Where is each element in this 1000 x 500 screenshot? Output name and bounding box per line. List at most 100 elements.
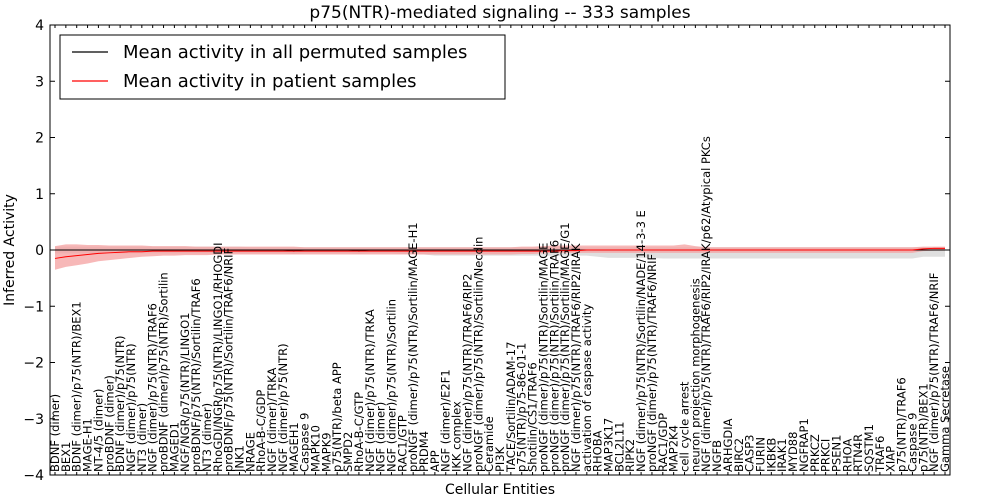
category-label: RhoA-B-C/GTP	[352, 392, 366, 472]
series-lines	[50, 247, 950, 259]
category-label: NGF (dimer)/p75(NTR)/TRAF6/RIP2/IRAK/p62…	[699, 136, 713, 472]
category-label: NGF (dimer)/p75(NTR)/Sortilin	[384, 299, 398, 472]
category-label: MYD88	[786, 432, 800, 472]
y-tick-label: −1	[23, 299, 44, 315]
category-label: PRKCZ	[808, 434, 822, 472]
legend: Mean activity in all permuted samples Mea…	[59, 34, 506, 100]
category-label: RHOA	[840, 439, 854, 472]
category-label: MAGEH1	[287, 422, 301, 472]
y-tick-label: −4	[23, 468, 44, 484]
category-label: RAC1/GDP	[656, 413, 670, 472]
category-label: NGF (dimer)/p75(NTR)/Sortilin/NADE/14-3-…	[634, 210, 648, 472]
y-tick-label: 1	[35, 187, 44, 203]
plot-frame	[49, 24, 951, 476]
category-label: Caspase 9	[905, 413, 919, 472]
category-label: BDNF (dimer)	[48, 394, 62, 472]
category-label: NGFRAP1	[797, 418, 811, 472]
category-label: IKBKB	[764, 438, 778, 472]
category-label: proBDNF/p75(NTR)/Sortilin/TRAF6	[189, 278, 203, 472]
category-label: XIAP	[884, 446, 898, 472]
legend-label: Mean activity in all permuted samples	[123, 42, 467, 63]
category-label: proNGF (dimer)/p75(NTR)/TRAF6/NRIF	[645, 254, 659, 472]
patient-mean-line	[54, 247, 945, 259]
category-label: Gamma Secretase	[938, 366, 952, 472]
category-label: NGF (dimer)/TRKA	[265, 368, 279, 472]
category-label: IRAK1	[775, 438, 789, 472]
category-label: MAP2K4	[667, 425, 681, 472]
category-label: NGF (dimer)/p75(NTR)/TRAF6	[146, 303, 160, 472]
category-label: p75(NTR)/beta APP	[330, 362, 344, 472]
category-label: RhoA-B-C/GDP	[254, 390, 268, 472]
category-label: activation of caspase activity	[580, 304, 594, 472]
category-label: NGF (dimer)/p75(NTR)/TRAF6/RIP2/IRAK	[569, 243, 583, 472]
category-label: SQSTM1	[862, 424, 876, 472]
category-label: CASP3	[743, 435, 757, 472]
category-label: SMPD2	[341, 432, 355, 472]
y-tick-label: −2	[23, 356, 44, 372]
category-label: NGF (dimer)/p75(NTR)/TRAF6/RIP2	[460, 274, 474, 472]
chart-title: p75(NTR)-mediated signaling -- 333 sampl…	[309, 3, 690, 23]
category-label: TRAF6	[873, 436, 887, 473]
category-label: NRAGE	[243, 432, 257, 472]
category-label: BDNF (dimer)/p75(NTR)	[113, 336, 127, 473]
category-label: MAGED1	[167, 422, 181, 472]
category-label: PI3K	[493, 446, 507, 472]
y-axis-label: Inferred Activity	[2, 194, 18, 306]
category-label: APP	[428, 450, 442, 472]
category-label: RAC1/GTP	[395, 415, 409, 472]
y-tick-label: −3	[23, 412, 44, 428]
category-label: proNGF (dimer)/p75(NTR)/Sortilin/Necdin	[471, 237, 485, 472]
y-tick-label: 3	[35, 74, 44, 90]
confidence-bands	[55, 244, 945, 270]
category-label: MAPK10	[308, 425, 322, 472]
category-label: proBDNF (dimer)	[102, 375, 116, 472]
category-label: RHOBA	[591, 430, 605, 472]
category-label: PRKCI	[819, 439, 833, 472]
category-label: RhoGDI/NGR/p75(NTR)/LINGO1/RHOGDI	[211, 242, 225, 472]
category-label: MAPK9	[319, 432, 333, 472]
category-label: TACE/Sortilin/ADAM-17	[504, 342, 518, 473]
category-label: BEX1	[59, 442, 73, 472]
category-label: MAP3K17	[602, 418, 616, 472]
category-label: BCL2L11	[612, 422, 626, 472]
category-label: proBDNF/p75(NTR)/Sortilin/TRAF6/NRIF	[222, 248, 236, 472]
legend-label: Mean activity in patient samples	[123, 71, 417, 92]
category-label: PRDM4	[417, 431, 431, 472]
legend-box	[59, 34, 506, 100]
category-label: PSEN1	[829, 435, 843, 472]
category-label: NGF (dimer)/p75(NTR)	[124, 343, 138, 472]
category-label: IKK complex	[450, 401, 464, 472]
category-label: NT3 (dimer)	[200, 403, 214, 472]
category-label: BDNF (dimer)/p75(NTR)/BEX1	[70, 301, 84, 472]
category-label: NGFB	[710, 440, 724, 472]
category-label: proNGF (dimer)/p75(NTR)/Sortilin/MAGE-H1	[406, 222, 420, 472]
category-label: Ceramide	[482, 416, 496, 472]
category-label: NT3 (dimer)	[135, 403, 149, 472]
category-label: p75(NTR)/p75-86-01-1	[515, 343, 529, 472]
y-tick-label: 4	[35, 18, 44, 34]
category-label: proBDNF (dimer)/p75(NTR)/Sortilin	[157, 272, 171, 472]
y-tick-label: 0	[35, 243, 44, 259]
category-label: NGF (dimer)/E2F1	[439, 369, 453, 472]
category-label: NGF (dimer)/p75(NTR)/TRKA	[363, 309, 377, 472]
category-label: NT-4/5 (dimer)	[91, 389, 105, 472]
category-label: MAGE-H1	[81, 418, 95, 472]
category-label: neuron projection morphogenesis	[688, 278, 702, 472]
y-tick-label: 2	[35, 131, 44, 147]
category-label: proNGF (dimer)/p75(NTR)/Sortilin/TRAF6	[547, 240, 561, 472]
category-label: Caspase 9	[298, 413, 312, 472]
category-label: JNK1	[233, 445, 247, 473]
category-label: FURIN	[753, 437, 767, 472]
category-label: ARHGDIA	[721, 418, 735, 472]
x-axis-label: Cellular Entities	[445, 482, 555, 498]
category-label: proNGF (dimer)/p75(NTR)/Sortilin/MAGE	[536, 243, 550, 472]
category-label: NGF/NGR/p75(NTR)/LINGO1	[178, 313, 192, 472]
category-label: NGF (dimer)	[374, 402, 388, 472]
category-label: p75(NTR)/TRAF6	[895, 377, 909, 472]
category-label: cell cycle arrest	[678, 381, 692, 472]
category-label: NGF (dimer)/p75(NTR)	[276, 343, 290, 472]
category-label: Shotilin/CS1/TRAF6	[526, 362, 540, 472]
category-label: proNGF (dimer)/p75(NTR)/Sortilin/MAGE/G1	[558, 222, 572, 472]
